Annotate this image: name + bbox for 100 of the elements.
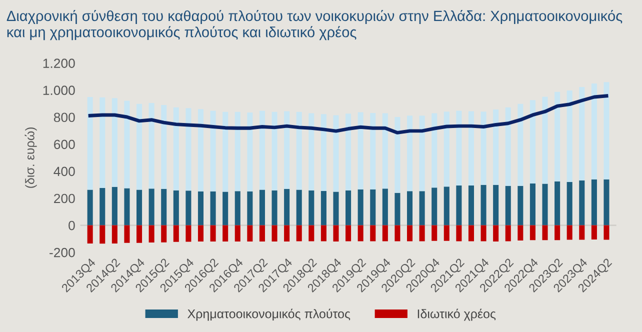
bar: [333, 225, 339, 242]
bar: [468, 111, 474, 186]
bar: [346, 190, 352, 226]
bar: [346, 225, 352, 242]
bar: [333, 115, 339, 192]
bar: [456, 110, 462, 186]
bar: [505, 186, 511, 226]
bar: [604, 82, 610, 180]
bar: [382, 225, 388, 242]
bar: [148, 188, 154, 226]
bar: [87, 225, 93, 244]
bar: [272, 190, 278, 226]
legend-label: Ιδιωτικό χρέος: [418, 308, 496, 321]
bar: [370, 189, 376, 226]
bar: [148, 225, 154, 242]
bar: [247, 112, 253, 192]
bar: [406, 225, 413, 242]
bar: [320, 114, 326, 191]
bar: [591, 225, 597, 240]
bar: [136, 190, 142, 226]
bar: [518, 104, 524, 186]
bar: [444, 112, 450, 187]
bar: [222, 225, 228, 242]
bar: [579, 225, 585, 240]
bar: [468, 225, 474, 242]
bar: [173, 190, 179, 226]
y-tick-label: 200: [54, 194, 75, 204]
bar: [296, 112, 302, 190]
bar: [604, 225, 610, 240]
y-tick-label: 1.200: [43, 58, 75, 68]
bar: [161, 188, 167, 226]
bar: [284, 188, 290, 226]
bar: [456, 225, 462, 242]
bar: [346, 114, 352, 190]
bar: [542, 184, 548, 226]
bar: [210, 191, 216, 226]
bar: [198, 225, 204, 242]
bar: [566, 225, 572, 240]
y-tick-label: 600: [54, 140, 75, 150]
bar: [394, 192, 400, 226]
bar: [358, 189, 364, 226]
bar: [186, 108, 192, 191]
bar: [505, 107, 511, 186]
bar: [530, 225, 536, 240]
bar: [320, 190, 326, 226]
bar: [234, 225, 240, 242]
bar: [210, 110, 216, 192]
bar: [432, 113, 438, 188]
bar: [198, 109, 204, 192]
line-series: [88, 94, 608, 134]
bar: [542, 96, 548, 184]
bar: [419, 116, 425, 192]
bar: [222, 112, 228, 192]
bar: [136, 104, 142, 190]
bar: [259, 190, 265, 226]
y-tick-label: 800: [54, 112, 75, 122]
bar: [112, 98, 118, 187]
bar: [358, 225, 364, 242]
bar: [296, 190, 302, 226]
bar: [333, 192, 339, 226]
bar: [370, 112, 376, 190]
bar: [505, 225, 511, 242]
bar: [468, 186, 474, 226]
bar: [432, 188, 438, 226]
bar: [579, 87, 585, 180]
bar: [566, 182, 572, 226]
bar: [518, 225, 524, 241]
chart-title: Διαχρονική σύνθεση του καθαρού πλούτου των νοικοκυριών στην Ελλάδα: Χρηματοοικονομικός και μη χρηματοοικονομικός πλούτος και ιδιωτικό χρέος: [6, 10, 622, 40]
bar: [591, 83, 597, 180]
bar: [247, 191, 253, 226]
bar: [394, 225, 400, 242]
legend-label: Χρηματοοικονομικός πλούτος: [188, 308, 350, 321]
bar: [308, 225, 314, 242]
bar: [222, 192, 228, 226]
bar: [87, 97, 93, 190]
bar: [604, 179, 610, 226]
bar: [518, 186, 524, 226]
bar: [493, 184, 499, 226]
bar: [308, 190, 314, 226]
bar: [480, 184, 486, 226]
bar: [124, 100, 130, 188]
bar: [124, 188, 130, 226]
bar: [554, 181, 560, 226]
bar: [198, 191, 204, 226]
y-tick-label: -200: [50, 248, 75, 258]
bar: [272, 112, 278, 190]
bar: [247, 225, 253, 242]
bar: [530, 184, 536, 226]
bar: [358, 112, 364, 190]
bar: [259, 110, 265, 190]
bar: [272, 225, 278, 242]
bar: [87, 190, 93, 226]
bar: [444, 225, 450, 241]
bar: [542, 225, 548, 240]
bar: [148, 102, 154, 189]
bar: [554, 225, 560, 240]
bar: [186, 190, 192, 226]
bar: [259, 225, 265, 242]
bar: [284, 111, 290, 189]
bar: [296, 225, 302, 242]
